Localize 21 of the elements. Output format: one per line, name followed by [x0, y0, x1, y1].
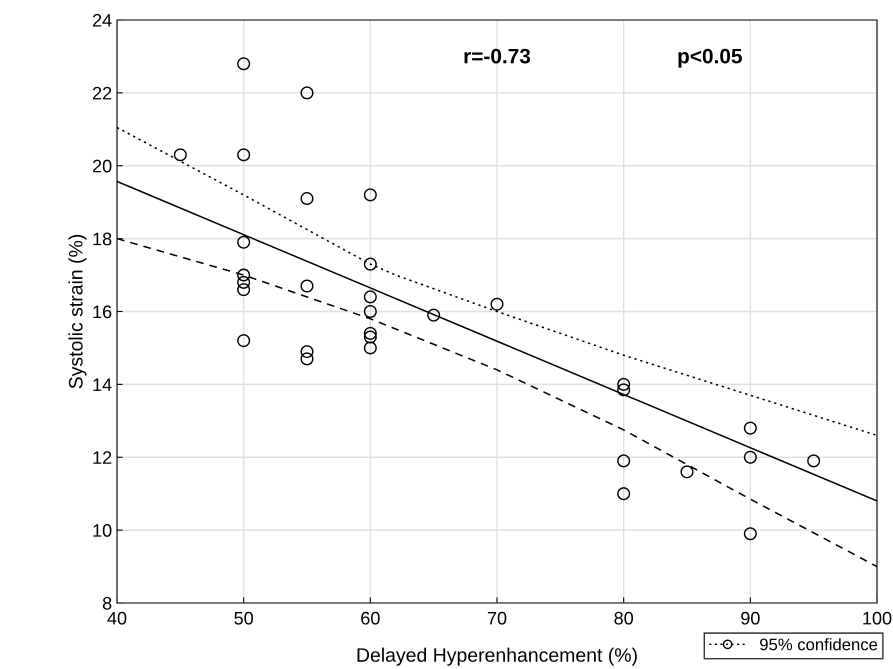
- y-tick-label: 20: [92, 160, 112, 172]
- x-axis-title: Delayed Hyperenhancement (%): [358, 648, 637, 666]
- y-tick-label: 22: [92, 86, 112, 100]
- x-tick-label: 50: [234, 612, 254, 625]
- annotation: r=-0.73: [464, 48, 530, 64]
- x-tick-label: 70: [488, 612, 506, 625]
- x-tick-label: 60: [361, 612, 380, 625]
- y-tick-label: 8: [102, 596, 112, 610]
- annotation: p<0.05: [678, 48, 742, 68]
- y-tick-label: 12: [93, 451, 112, 464]
- y-tick-label: 24: [92, 14, 112, 27]
- y-tick-label: 10: [93, 524, 112, 537]
- x-tick-label: 80: [614, 612, 634, 625]
- y-tick-label: 14: [93, 378, 112, 391]
- x-tick-label: 90: [741, 612, 760, 625]
- y-tick-label: 18: [93, 232, 112, 246]
- x-tick-label: 40: [107, 612, 126, 625]
- y-tick-label: 16: [93, 305, 112, 318]
- y-axis-title: Systolic strain (%): [68, 234, 86, 388]
- x-tick-label: 100: [863, 612, 892, 625]
- legend-label: 95% confidence: [760, 638, 878, 650]
